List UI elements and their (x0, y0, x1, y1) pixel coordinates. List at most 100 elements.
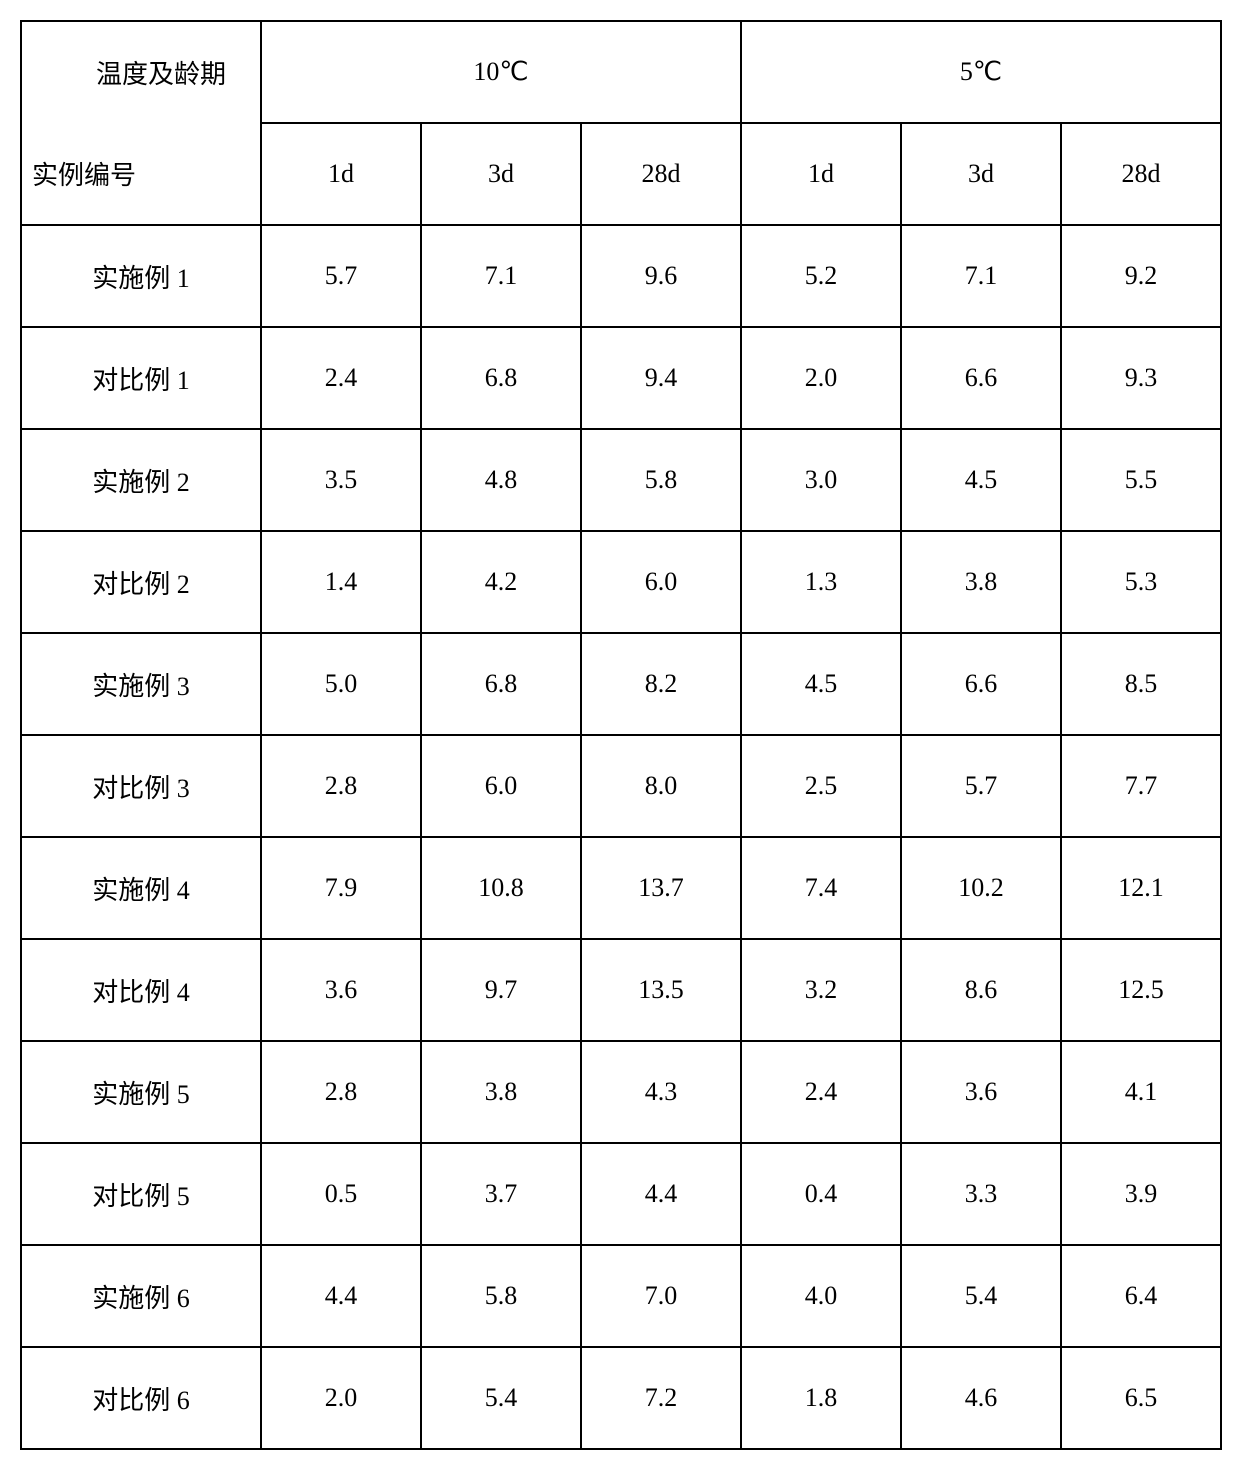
cell: 4.5 (901, 429, 1061, 531)
cell: 5.8 (421, 1245, 581, 1347)
cell: 3.8 (901, 531, 1061, 633)
cell: 5.4 (901, 1245, 1061, 1347)
cell: 4.6 (901, 1347, 1061, 1449)
table-body: 实施例 15.77.19.65.27.19.2对比例 12.46.89.42.0… (21, 225, 1221, 1449)
table-row: 对比例 62.05.47.21.84.66.5 (21, 1347, 1221, 1449)
row-label: 实施例 5 (21, 1041, 261, 1143)
cell: 13.7 (581, 837, 741, 939)
cell: 9.4 (581, 327, 741, 429)
cell: 3.0 (741, 429, 901, 531)
header-sub-5: 28d (1061, 123, 1221, 225)
table-row: 对比例 32.86.08.02.55.77.7 (21, 735, 1221, 837)
table-row: 实施例 47.910.813.77.410.212.1 (21, 837, 1221, 939)
cell: 2.4 (261, 327, 421, 429)
table-row: 实施例 35.06.88.24.56.68.5 (21, 633, 1221, 735)
data-table: 温度及龄期 10℃ 5℃ 实例编号 1d 3d 28d 1d 3d 28d 实施… (20, 20, 1222, 1450)
cell: 7.2 (581, 1347, 741, 1449)
header-sub-3: 1d (741, 123, 901, 225)
cell: 2.5 (741, 735, 901, 837)
table-row: 实施例 23.54.85.83.04.55.5 (21, 429, 1221, 531)
cell: 12.1 (1061, 837, 1221, 939)
cell: 5.7 (261, 225, 421, 327)
cell: 5.4 (421, 1347, 581, 1449)
row-label: 实施例 2 (21, 429, 261, 531)
cell: 3.3 (901, 1143, 1061, 1245)
cell: 4.1 (1061, 1041, 1221, 1143)
cell: 10.2 (901, 837, 1061, 939)
cell: 2.0 (261, 1347, 421, 1449)
cell: 2.8 (261, 1041, 421, 1143)
cell: 5.3 (1061, 531, 1221, 633)
header-sub-4: 3d (901, 123, 1061, 225)
table-row: 实施例 52.83.84.32.43.64.1 (21, 1041, 1221, 1143)
cell: 2.4 (741, 1041, 901, 1143)
cell: 7.9 (261, 837, 421, 939)
table-header: 温度及龄期 10℃ 5℃ 实例编号 1d 3d 28d 1d 3d 28d (21, 21, 1221, 225)
cell: 0.5 (261, 1143, 421, 1245)
cell: 9.2 (1061, 225, 1221, 327)
cell: 4.5 (741, 633, 901, 735)
header-row-2: 实例编号 1d 3d 28d 1d 3d 28d (21, 123, 1221, 225)
cell: 3.7 (421, 1143, 581, 1245)
cell: 2.8 (261, 735, 421, 837)
cell: 0.4 (741, 1143, 901, 1245)
cell: 6.8 (421, 327, 581, 429)
header-group-2: 5℃ (741, 21, 1221, 123)
header-sub-0: 1d (261, 123, 421, 225)
cell: 4.3 (581, 1041, 741, 1143)
cell: 6.0 (421, 735, 581, 837)
table-row: 对比例 12.46.89.42.06.69.3 (21, 327, 1221, 429)
header-group-1: 10℃ (261, 21, 741, 123)
cell: 6.4 (1061, 1245, 1221, 1347)
cell: 4.2 (421, 531, 581, 633)
cell: 10.8 (421, 837, 581, 939)
cell: 6.5 (1061, 1347, 1221, 1449)
header-row-1: 温度及龄期 10℃ 5℃ (21, 21, 1221, 123)
cell: 4.4 (581, 1143, 741, 1245)
cell: 5.0 (261, 633, 421, 735)
cell: 7.4 (741, 837, 901, 939)
cell: 12.5 (1061, 939, 1221, 1041)
cell: 1.8 (741, 1347, 901, 1449)
cell: 5.8 (581, 429, 741, 531)
row-label: 对比例 6 (21, 1347, 261, 1449)
cell: 7.1 (421, 225, 581, 327)
cell: 8.5 (1061, 633, 1221, 735)
table-row: 对比例 21.44.26.01.33.85.3 (21, 531, 1221, 633)
cell: 6.0 (581, 531, 741, 633)
cell: 6.6 (901, 327, 1061, 429)
cell: 4.4 (261, 1245, 421, 1347)
row-label: 对比例 5 (21, 1143, 261, 1245)
cell: 3.8 (421, 1041, 581, 1143)
cell: 1.3 (741, 531, 901, 633)
cell: 7.1 (901, 225, 1061, 327)
cell: 7.7 (1061, 735, 1221, 837)
cell: 3.6 (261, 939, 421, 1041)
table-row: 对比例 43.69.713.53.28.612.5 (21, 939, 1221, 1041)
cell: 2.0 (741, 327, 901, 429)
cell: 5.2 (741, 225, 901, 327)
cell: 4.0 (741, 1245, 901, 1347)
cell: 4.8 (421, 429, 581, 531)
row-label: 实施例 6 (21, 1245, 261, 1347)
cell: 3.9 (1061, 1143, 1221, 1245)
cell: 9.7 (421, 939, 581, 1041)
header-top-left-lower: 实例编号 (21, 123, 261, 225)
header-sub-1: 3d (421, 123, 581, 225)
row-label: 实施例 3 (21, 633, 261, 735)
header-sub-2: 28d (581, 123, 741, 225)
row-label: 对比例 2 (21, 531, 261, 633)
row-label: 实施例 4 (21, 837, 261, 939)
cell: 5.5 (1061, 429, 1221, 531)
cell: 7.0 (581, 1245, 741, 1347)
cell: 5.7 (901, 735, 1061, 837)
cell: 9.6 (581, 225, 741, 327)
row-label: 实施例 1 (21, 225, 261, 327)
cell: 6.8 (421, 633, 581, 735)
header-top-left-upper: 温度及龄期 (21, 21, 261, 123)
row-label: 对比例 4 (21, 939, 261, 1041)
table-row: 对比例 50.53.74.40.43.33.9 (21, 1143, 1221, 1245)
cell: 9.3 (1061, 327, 1221, 429)
table-row: 实施例 64.45.87.04.05.46.4 (21, 1245, 1221, 1347)
cell: 1.4 (261, 531, 421, 633)
